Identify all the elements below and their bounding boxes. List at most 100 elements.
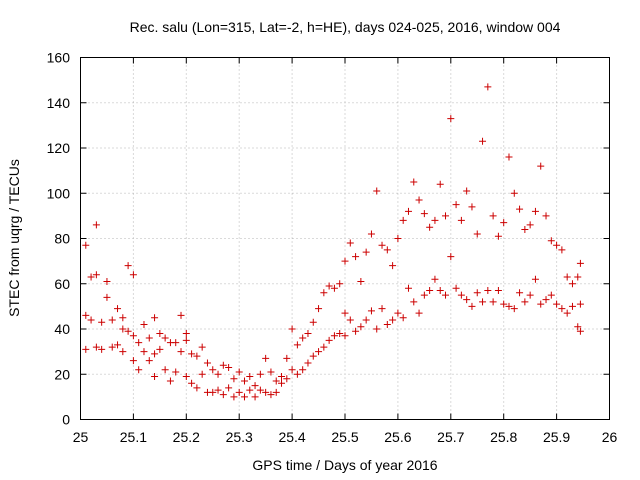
data-point: [394, 235, 402, 242]
data-point: [320, 289, 328, 297]
data-point: [103, 277, 111, 285]
data-point: [209, 388, 217, 396]
data-point: [362, 316, 370, 324]
data-point: [468, 203, 476, 211]
data-point: [251, 393, 259, 401]
data-point: [373, 187, 381, 195]
data-point: [383, 320, 391, 328]
data-point: [129, 271, 137, 279]
data-point: [420, 210, 428, 218]
data-point: [336, 280, 344, 288]
data-point: [357, 323, 365, 331]
x-tick-label: 26: [602, 429, 618, 445]
plot-frame: [80, 57, 610, 420]
grid: [80, 57, 610, 420]
data-point: [135, 339, 143, 347]
data-point: [373, 325, 381, 333]
data-point: [399, 216, 407, 224]
y-tick-label: 80: [54, 231, 70, 247]
data-point: [436, 180, 444, 188]
y-tick-label: 160: [47, 50, 71, 66]
data-point: [309, 352, 317, 360]
chart-title: Rec. salu (Lon=315, Lat=-2, h=HE), days …: [130, 19, 561, 35]
data-point: [272, 388, 280, 396]
data-point: [563, 273, 571, 281]
x-tick-label: 25.1: [120, 429, 147, 445]
data-point: [262, 354, 270, 362]
data-point: [219, 361, 227, 369]
data-point: [452, 201, 460, 209]
data-point: [193, 384, 201, 392]
data-point: [330, 284, 338, 292]
data-point: [576, 327, 584, 335]
data-point: [389, 316, 397, 324]
data-point: [156, 330, 164, 338]
data-point: [473, 289, 481, 297]
data-point: [500, 219, 508, 227]
data-point: [182, 373, 190, 381]
data-point: [426, 287, 434, 295]
data-point: [161, 366, 169, 374]
data-point: [240, 377, 248, 385]
data-point: [230, 375, 238, 383]
data-point: [87, 316, 95, 324]
data-point: [193, 352, 201, 360]
data-point: [500, 300, 508, 308]
data-point: [531, 275, 539, 283]
data-point: [262, 388, 270, 396]
data-point: [516, 205, 524, 213]
data-point: [309, 318, 317, 326]
data-point: [410, 178, 418, 186]
data-point: [367, 230, 375, 238]
data-point: [177, 348, 185, 356]
data-point: [129, 332, 137, 340]
data-point: [235, 388, 243, 396]
data-point: [510, 305, 518, 313]
data-point: [442, 212, 450, 220]
y-tick-label: 100: [47, 185, 71, 201]
data-point: [389, 262, 397, 270]
data-point: [542, 212, 550, 220]
data-point: [542, 296, 550, 304]
data-point: [394, 309, 402, 317]
data-point: [516, 289, 524, 297]
data-point: [383, 246, 391, 254]
y-tick-label: 0: [62, 412, 70, 428]
data-point: [151, 373, 159, 381]
data-point: [283, 375, 291, 383]
data-point: [415, 196, 423, 204]
data-point: [563, 309, 571, 317]
data-point: [92, 221, 100, 229]
data-point: [246, 373, 254, 381]
data-point: [103, 293, 111, 301]
data-point: [568, 302, 576, 310]
data-point: [293, 370, 301, 378]
data-point: [553, 300, 561, 308]
x-tick-label: 25.6: [384, 429, 411, 445]
data-point: [558, 246, 566, 254]
data-point: [410, 298, 418, 306]
data-point: [320, 343, 328, 351]
data-point: [494, 232, 502, 240]
data-point: [352, 253, 360, 261]
data-point: [505, 153, 513, 161]
data-point: [108, 343, 116, 351]
data-point: [172, 339, 180, 347]
data-point: [436, 287, 444, 295]
data-point: [246, 386, 254, 394]
data-point: [484, 287, 492, 295]
data-point: [346, 316, 354, 324]
y-tick-label: 40: [54, 321, 70, 337]
data-point: [119, 325, 127, 333]
data-point: [119, 314, 127, 322]
data-point: [346, 239, 354, 247]
data-point: [108, 316, 116, 324]
data-point: [114, 305, 122, 313]
data-point: [431, 275, 439, 283]
data-point: [172, 368, 180, 376]
data-point: [378, 305, 386, 313]
data-point: [82, 311, 90, 319]
data-point: [214, 370, 222, 378]
data-point: [151, 350, 159, 358]
data-point: [182, 336, 190, 344]
